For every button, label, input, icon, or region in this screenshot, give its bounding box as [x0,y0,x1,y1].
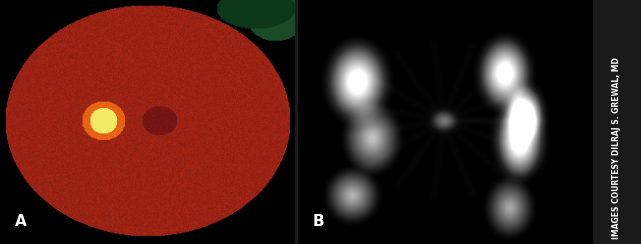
Text: B: B [313,214,324,229]
Text: A: A [15,214,26,229]
Text: IMAGES COURTESY DILRAJ S. GREWAL, MD: IMAGES COURTESY DILRAJ S. GREWAL, MD [612,57,622,239]
